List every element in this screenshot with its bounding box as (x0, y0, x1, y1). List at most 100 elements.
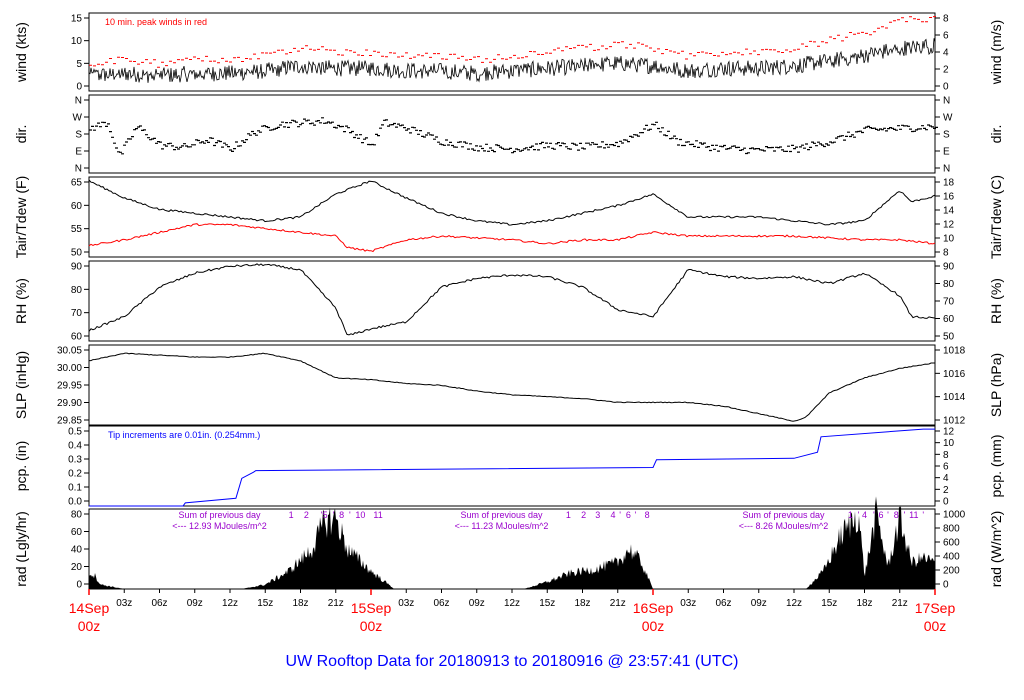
wind-peak-series (89, 16, 936, 68)
x-tick-label: 21z (892, 598, 908, 609)
dir-ytick-left-label: N (75, 96, 82, 107)
rad-summary-line1: Sum of previous day (178, 510, 261, 520)
dir-ytick-left-label: W (73, 113, 83, 124)
x-tick-label: 06z (151, 598, 167, 609)
dir-ytick-left-label: S (75, 130, 82, 141)
wind-series-line (88, 38, 936, 83)
rh-ytick-right-label: 60 (943, 314, 955, 325)
rad-hour-mark: ' (858, 510, 860, 520)
rad-hour-mark: 8 (339, 510, 344, 520)
day-label-z: 00z (642, 618, 665, 634)
rad-hour-mark: 11 (373, 510, 382, 520)
rad-hour-mark: 10 (355, 510, 365, 520)
rad-ytick-left-label: 20 (71, 562, 83, 573)
pcp-series-line-0 (89, 428, 935, 507)
day-label: 17Sep (915, 600, 956, 616)
x-tick-label: 06z (715, 598, 731, 609)
day-label: 14Sep (69, 600, 110, 616)
dir-ytick-left-label: N (75, 164, 82, 175)
slp-ylabel-left: SLP (inHg) (13, 351, 29, 419)
pcp-ytick-right-label: 10 (943, 438, 955, 449)
rad-ytick-right-label: 1000 (943, 510, 966, 521)
rad-hour-mark: 6 (878, 510, 883, 520)
rad-summary-line2: <--- 11.23 MJoules/m^2 (455, 521, 549, 531)
temp-ylabel-right: Tair/Tdew (C) (988, 175, 1004, 259)
day-label: 15Sep (351, 600, 392, 616)
temp-ytick-right-label: 18 (943, 178, 955, 189)
x-tick-label: 12z (504, 598, 520, 609)
slp-ytick-right-label: 1012 (943, 416, 966, 427)
rad-ylabel-left: rad (Lgly/hr) (13, 511, 29, 586)
rad-hour-mark: 2 (304, 510, 309, 520)
wind-ytick-right-label: 0 (943, 82, 949, 93)
rad-hour-mark: 1 (289, 510, 294, 520)
rad-hour-mark: 4 (862, 510, 867, 520)
rad-summary-line1: Sum of previous day (460, 510, 543, 520)
x-tick-label: 18z (292, 598, 308, 609)
rh-ytick-right-label: 90 (943, 262, 955, 273)
rad-summary-line1: Sum of previous day (742, 510, 825, 520)
temp-ytick-left-label: 65 (71, 178, 83, 189)
rad-summary-line2: <--- 8.26 MJoules/m^2 (739, 521, 829, 531)
rad-ytick-left-label: 80 (71, 510, 83, 521)
wind-ylabel-left: wind (kts) (13, 22, 29, 83)
rad-hour-mark: 1 (566, 510, 571, 520)
rad-ytick-right-label: 200 (943, 566, 960, 577)
x-tick-label: 12z (222, 598, 238, 609)
wind-ytick-left-label: 15 (71, 14, 83, 25)
slp-ytick-left-label: 29.90 (57, 398, 82, 409)
day-label-z: 00z (924, 618, 947, 634)
chart-title: UW Rooftop Data for 20180913 to 20180916… (286, 653, 739, 670)
rh-ytick-right-label: 80 (943, 279, 955, 290)
x-tick-label: 15z (257, 598, 273, 609)
rad-ytick-left-label: 60 (71, 527, 83, 538)
rad-hour-mark: 11 (909, 510, 918, 520)
rh-series-line-0 (88, 263, 936, 336)
dir-ylabel-left: dir. (13, 125, 29, 144)
rad-ylabel-right: rad (W/m^2) (988, 511, 1004, 588)
pcp-ytick-right-label: 8 (943, 450, 949, 461)
wind-ytick-right-label: 4 (943, 48, 949, 59)
rad-hour-mark: 6 (626, 510, 631, 520)
x-tick-label: 03z (680, 598, 696, 609)
rad-hour-mark: 3 (595, 510, 600, 520)
wind-ytick-left-label: 0 (76, 82, 82, 93)
rad-hour-mark: 2 (581, 510, 586, 520)
x-tick-label: 06z (433, 598, 449, 609)
rh-ytick-right-label: 50 (943, 332, 955, 343)
dir-ytick-right-label: N (943, 96, 950, 107)
rad-hour-mark: 5 (323, 510, 328, 520)
pcp-ytick-left-label: 0.1 (68, 483, 82, 494)
x-tick-label: 09z (187, 598, 203, 609)
slp-series-line-0 (89, 352, 935, 422)
day-label-z: 00z (78, 618, 101, 634)
temp-ytick-right-label: 8 (943, 248, 949, 259)
day-label-z: 00z (360, 618, 383, 634)
pcp-ytick-right-label: 6 (943, 462, 949, 473)
dir-panel-frame (88, 94, 936, 174)
temp-series-line-1 (88, 223, 936, 253)
wind-ytick-right-label: 2 (943, 65, 949, 76)
rad-hour-mark: ' (321, 510, 323, 520)
rh-ytick-right-label: 70 (943, 297, 955, 308)
rad-series-area (89, 496, 935, 589)
slp-ytick-right-label: 1014 (943, 392, 966, 403)
temp-ytick-right-label: 14 (943, 206, 955, 217)
wind-ylabel-right: wind (m/s) (988, 20, 1004, 86)
rad-ytick-right-label: 400 (943, 552, 960, 563)
rad-hour-mark: ' (619, 510, 621, 520)
day-label: 16Sep (633, 600, 674, 616)
pcp-ytick-left-label: 0.2 (68, 469, 82, 480)
rad-hour-mark: ' (873, 510, 875, 520)
temp-ytick-right-label: 10 (943, 234, 955, 245)
wind-ytick-right-label: 8 (943, 14, 949, 25)
x-tick-label: 18z (574, 598, 590, 609)
temp-ytick-right-label: 16 (943, 192, 955, 203)
dir-ytick-right-label: E (943, 147, 950, 158)
rad-hour-mark: ' (635, 510, 637, 520)
rh-ylabel-left: RH (%) (13, 278, 29, 324)
pcp-ylabel-right: pcp. (mm) (988, 435, 1004, 498)
rad-hour-mark: 8 (894, 510, 899, 520)
rad-hour-mark: 4 (611, 510, 616, 520)
